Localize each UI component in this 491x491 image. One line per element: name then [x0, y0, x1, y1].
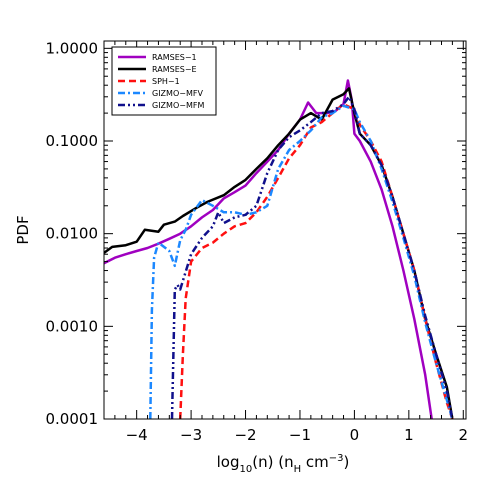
legend-label: SPH−1 — [152, 77, 180, 86]
x-tick-label: −2 — [234, 426, 256, 444]
x-tick-label: −1 — [289, 426, 311, 444]
x-tick-label: 0 — [350, 426, 360, 444]
ticks-layer — [103, 41, 466, 420]
x-tick-label: 1 — [404, 426, 414, 444]
x-tick-label: 2 — [459, 426, 469, 444]
legend-label: RAMSES−E — [152, 65, 197, 74]
series-layer — [104, 79, 454, 419]
x-tick-label: −4 — [126, 426, 148, 444]
x-tick-label: −3 — [180, 426, 202, 444]
series-line-2 — [178, 102, 454, 419]
y-axis-title: PDF — [14, 215, 32, 244]
legend-box — [111, 46, 217, 116]
legend-label: RAMSES−1 — [152, 53, 197, 62]
legend-label: GIZMO−MFM — [152, 101, 204, 110]
labels-layer: −4 −3 −2 −1 0 1 2 0.0001 0.0010 0.0100 0.1000 1.000… — [46, 39, 469, 444]
plot-frame — [103, 40, 467, 420]
y-tick-label: 1.0000 — [46, 39, 99, 57]
x-axis-title: log10(n) (nH cm−3) — [217, 453, 350, 475]
series-line-4 — [170, 95, 454, 419]
series-line-3 — [149, 104, 454, 419]
y-tick-label: 0.0001 — [46, 410, 99, 428]
y-tick-label: 0.1000 — [46, 132, 99, 150]
y-tick-label: 0.0010 — [46, 317, 99, 335]
y-tick-label: 0.0100 — [46, 225, 99, 243]
legend-label: GIZMO−MFV — [152, 89, 203, 98]
legend: RAMSES−1 RAMSES−E SPH−1 GIZMO−MFV GIZMO−MFM — [111, 46, 217, 116]
